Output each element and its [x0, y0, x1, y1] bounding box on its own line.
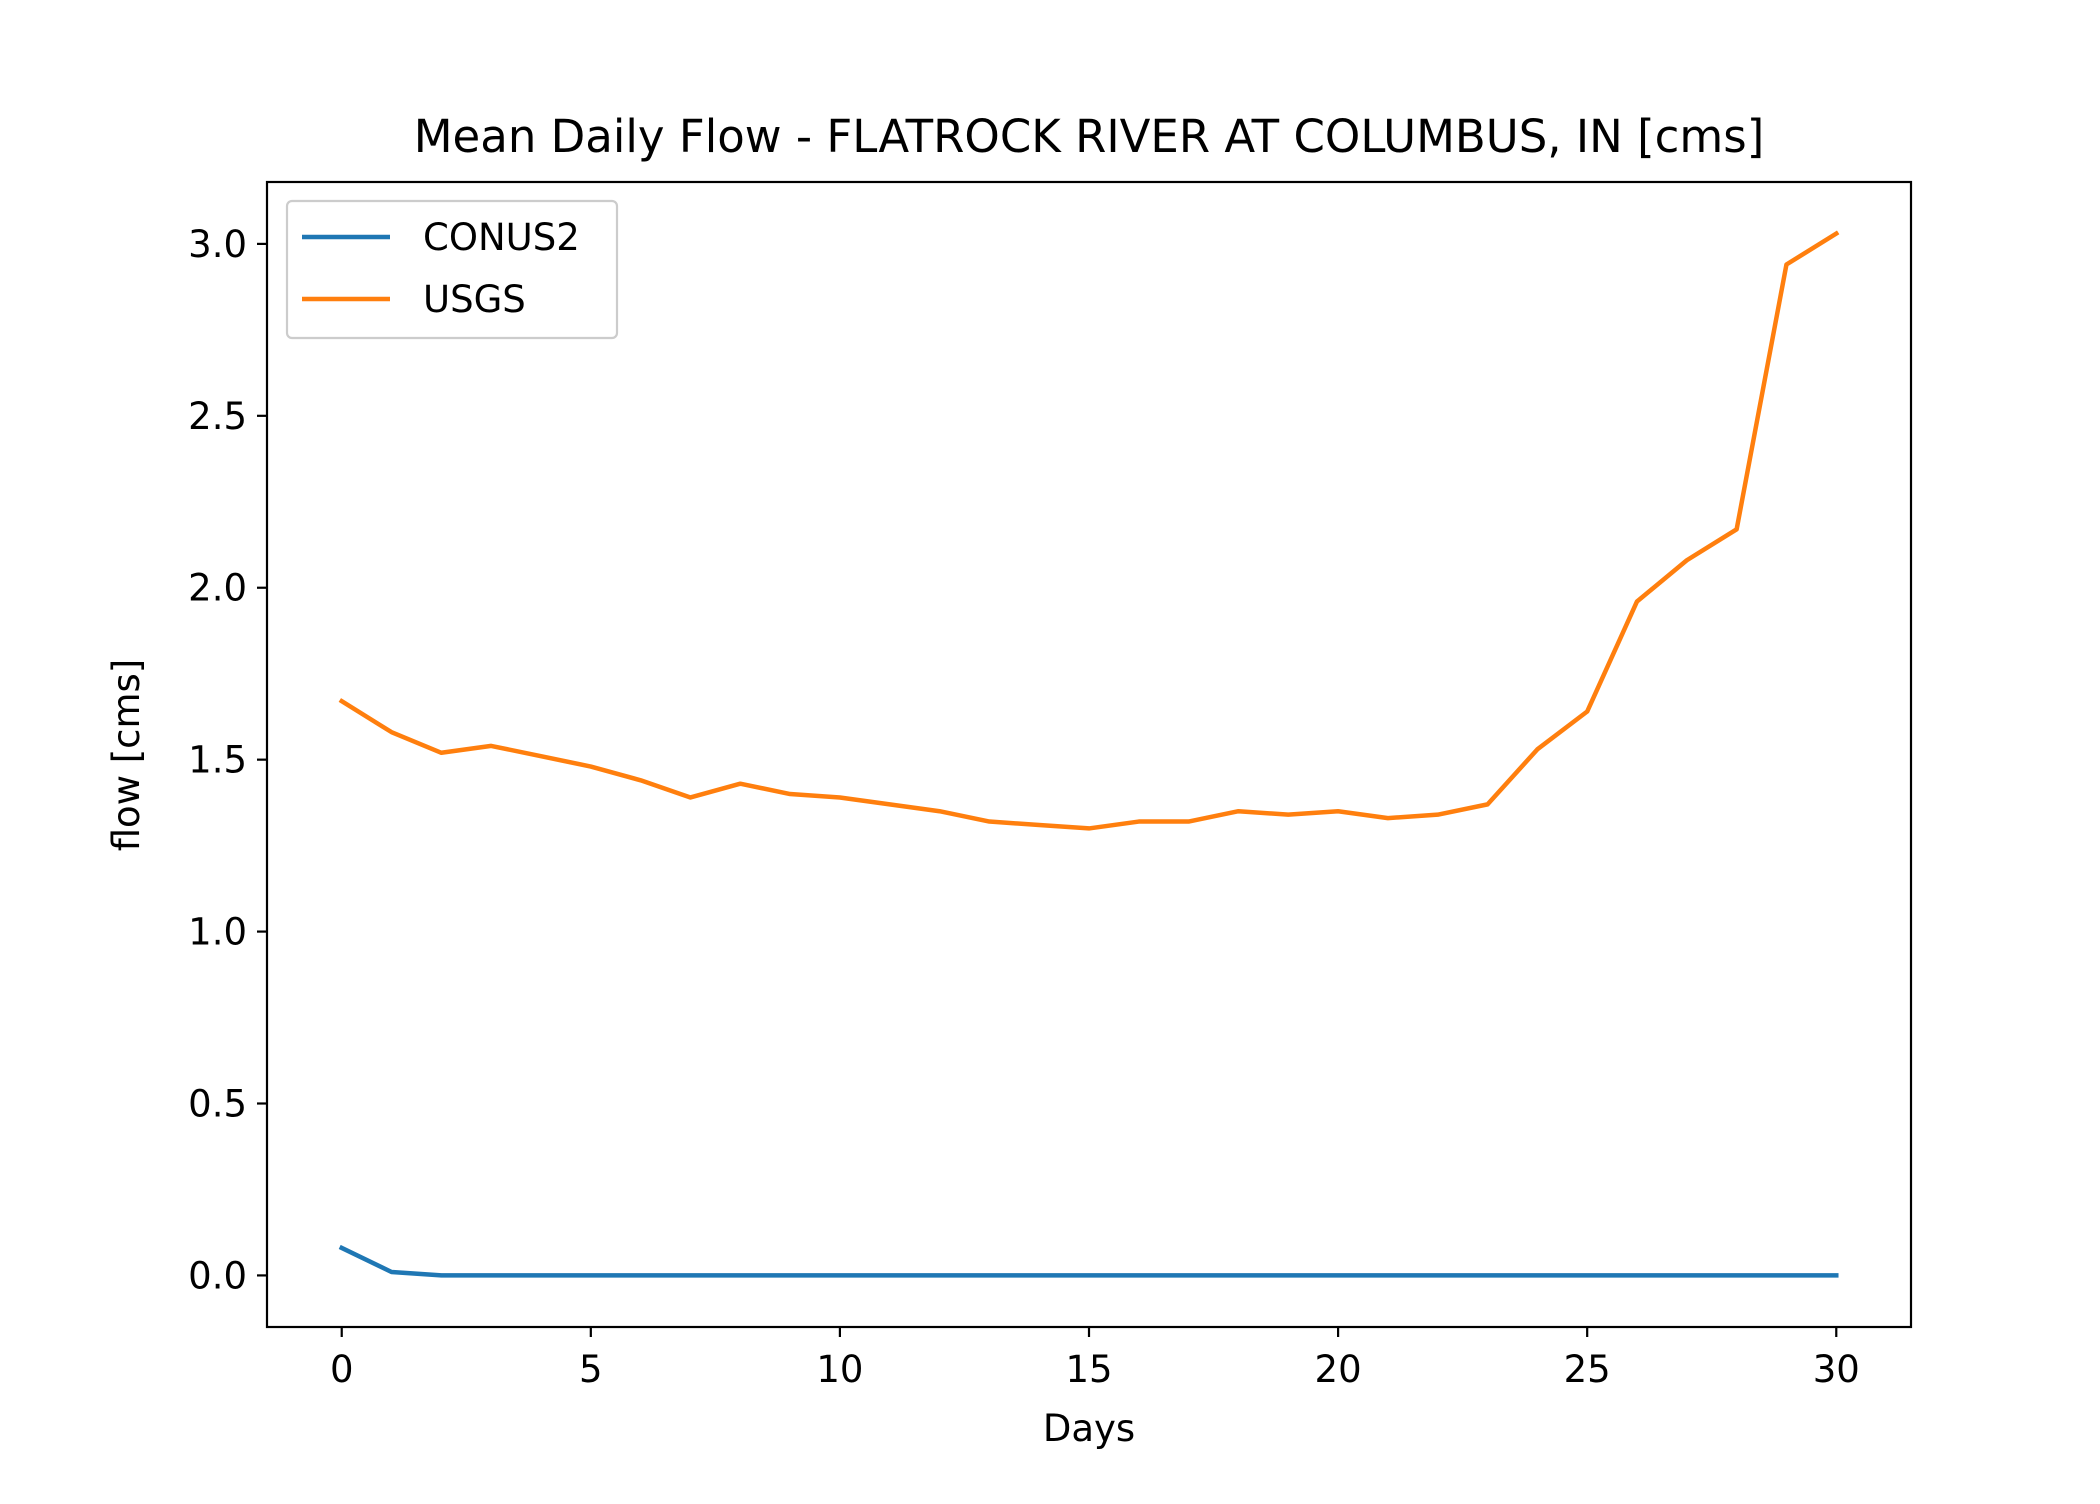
y-tick-label: 3.0 [188, 223, 247, 266]
series-lines [338, 230, 1840, 1278]
y-axis-label: flow [cms] [105, 659, 148, 852]
x-tick-label: 25 [1564, 1348, 1611, 1391]
y-tick-label: 2.0 [188, 567, 247, 610]
y-tick-label: 0.0 [188, 1254, 247, 1297]
x-tick-label: 5 [579, 1348, 603, 1391]
series-line-conus2 [338, 1244, 1839, 1278]
y-tick-label: 1.5 [188, 739, 247, 782]
x-tick-label: 20 [1315, 1348, 1362, 1391]
y-tick-label: 0.5 [188, 1083, 247, 1126]
x-tick-label: 0 [330, 1348, 354, 1391]
x-tick-label: 10 [816, 1348, 863, 1391]
legend-label-usgs: USGS [423, 278, 526, 321]
y-tick-label: 1.0 [188, 911, 247, 954]
x-axis-label: Days [1043, 1407, 1135, 1450]
chart-title: Mean Daily Flow - FLATROCK RIVER AT COLU… [414, 110, 1765, 163]
x-tick-label: 15 [1065, 1348, 1112, 1391]
axes: 0 5 10 15 20 25 30 0.0 0.5 1.0 1.5 2.0 2.5 3.0 [188, 180, 1913, 1391]
legend-label-conus2: CONUS2 [423, 216, 580, 259]
x-tick-label: 30 [1813, 1348, 1860, 1391]
legend: CONUS2 USGS [285, 199, 619, 340]
y-tick-label: 2.5 [188, 395, 247, 438]
series-line-usgs [338, 230, 1840, 831]
